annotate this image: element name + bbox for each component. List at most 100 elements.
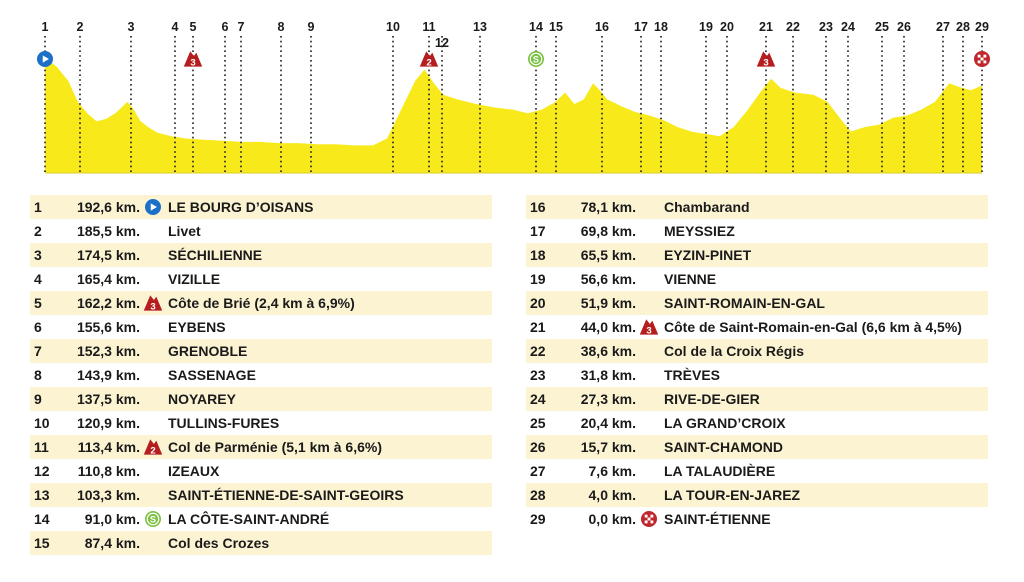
checkpoint-name: LA TOUR-EN-JAREZ <box>664 487 801 503</box>
checkpoint-name: Côte de Brié (2,4 km à 6,9%) <box>168 295 355 311</box>
checkpoint-row: 17 69,8 km. MEYSSIEZ <box>526 219 988 243</box>
checkpoint-name: GRENOBLE <box>168 343 248 359</box>
distance-remaining: 7,6 km. <box>588 463 636 479</box>
distance-remaining: 20,4 km. <box>580 415 636 431</box>
checkpoint-row: 16 78,1 km. Chambarand <box>526 195 988 219</box>
checkpoint-label-29: 29 <box>975 20 989 34</box>
checkpoint-name: SAINT-CHAMOND <box>664 439 783 455</box>
checkpoint-number: 5 <box>34 295 42 311</box>
distance-remaining: 162,2 km. <box>76 295 140 311</box>
checkpoint-number: 17 <box>530 223 546 239</box>
svg-text:3: 3 <box>646 325 651 336</box>
start-icon <box>144 198 162 216</box>
sprint-icon: S <box>528 51 544 67</box>
climb-icon: 3 <box>183 51 203 68</box>
checkpoint-number: 13 <box>34 487 50 503</box>
sprint-icon: S <box>144 510 162 528</box>
distance-remaining: 15,7 km. <box>580 439 636 455</box>
checkpoint-name: VIENNE <box>664 271 717 287</box>
distance-remaining: 192,6 km. <box>76 199 140 215</box>
checkpoint-label-10: 10 <box>386 20 400 34</box>
distance-remaining: 113,4 km. <box>77 439 140 455</box>
distance-remaining: 27,3 km. <box>580 391 636 407</box>
distance-remaining: 110,8 km. <box>77 463 140 479</box>
checkpoint-label-18: 18 <box>654 20 668 34</box>
checkpoint-label-13: 13 <box>473 20 487 34</box>
svg-text:2: 2 <box>150 445 155 456</box>
checkpoint-number: 3 <box>34 247 42 263</box>
checkpoint-label-8: 8 <box>278 20 285 34</box>
checkpoint-row: 21 44,0 km. 3 Côte de Saint-Romain-en-Gal (… <box>526 315 988 339</box>
distance-remaining: 78,1 km. <box>580 199 636 215</box>
checkpoint-row: 2 185,5 km. Livet <box>30 219 492 243</box>
checkpoint-label-21: 21 <box>759 20 773 34</box>
checkpoint-name: SASSENAGE <box>168 367 256 383</box>
checkpoint-name: IZEAUX <box>168 463 220 479</box>
checkpoint-row: 22 38,6 km. Col de la Croix Régis <box>526 339 988 363</box>
sprint-icon: S <box>145 511 161 527</box>
checkpoint-row: 6 155,6 km. EYBENS <box>30 315 492 339</box>
distance-remaining: 120,9 km. <box>76 415 140 431</box>
checkpoint-name: TRÈVES <box>664 367 721 383</box>
checkpoint-name: LA GRAND’CROIX <box>664 415 786 431</box>
checkpoint-number: 4 <box>34 271 42 287</box>
checkpoint-number: 16 <box>530 199 546 215</box>
checkpoint-row: 18 65,5 km. EYZIN-PINET <box>526 243 988 267</box>
checkpoint-row: 11 113,4 km. 2 Col de Parménie (5,1 km à 6,… <box>30 435 492 459</box>
checkpoint-name: Col de Parménie (5,1 km à 6,6%) <box>168 439 382 455</box>
checkpoint-name: MEYSSIEZ <box>664 223 735 239</box>
distance-remaining: 143,9 km. <box>76 367 140 383</box>
distance-remaining: 91,0 km. <box>84 511 140 527</box>
svg-text:3: 3 <box>150 301 155 312</box>
distance-remaining: 103,3 km. <box>76 487 140 503</box>
checkpoint-row: 15 87,4 km. Col des Crozes <box>30 531 492 555</box>
finish-icon <box>641 511 657 527</box>
checkpoint-number: 23 <box>530 367 546 383</box>
checkpoint-label-14: 14 <box>529 20 543 34</box>
checkpoint-row: 8 143,9 km. SASSENAGE <box>30 363 492 387</box>
checkpoint-label-24: 24 <box>841 20 855 34</box>
checkpoint-row: 23 31,8 km. TRÈVES <box>526 363 988 387</box>
checkpoint-label-15: 15 <box>549 20 563 34</box>
checkpoint-row: 12 110,8 km. IZEAUX <box>30 459 492 483</box>
checkpoint-number: 28 <box>530 487 546 503</box>
svg-text:3: 3 <box>190 57 195 68</box>
checkpoint-label-3: 3 <box>128 20 135 34</box>
checkpoint-row: 5 162,2 km. 3 Côte de Brié (2,4 km à 6,9%) <box>30 291 492 315</box>
checkpoint-label-23: 23 <box>819 20 833 34</box>
checkpoint-name: SAINT-ÉTIENNE <box>664 511 771 527</box>
checkpoint-label-27: 27 <box>936 20 950 34</box>
checkpoint-name: EYBENS <box>168 319 226 335</box>
checkpoint-number: 12 <box>34 463 50 479</box>
checkpoint-number: 2 <box>34 223 42 239</box>
checkpoint-label-16: 16 <box>595 20 609 34</box>
checkpoint-row: 19 56,6 km. VIENNE <box>526 267 988 291</box>
svg-text:S: S <box>150 514 156 524</box>
climb-icon: 2 <box>419 51 439 68</box>
checkpoint-name: NOYAREY <box>168 391 236 407</box>
checkpoint-number: 10 <box>34 415 50 431</box>
svg-text:2: 2 <box>426 57 431 68</box>
checkpoint-name: RIVE-DE-GIER <box>664 391 760 407</box>
distance-remaining: 87,4 km. <box>84 535 140 551</box>
climb-icon: 3 <box>144 294 162 312</box>
distance-remaining: 165,4 km. <box>76 271 140 287</box>
checkpoint-number: 7 <box>34 343 42 359</box>
checkpoint-label-26: 26 <box>897 20 911 34</box>
checkpoint-label-5: 5 <box>190 20 197 34</box>
checkpoint-number: 20 <box>530 295 546 311</box>
checkpoint-number: 9 <box>34 391 42 407</box>
checkpoint-row: 25 20,4 km. LA GRAND’CROIX <box>526 411 988 435</box>
svg-text:S: S <box>533 54 539 64</box>
checkpoint-number: 8 <box>34 367 42 383</box>
checkpoint-name: Livet <box>168 223 201 239</box>
checkpoint-label-25: 25 <box>875 20 889 34</box>
checkpoint-name: SÉCHILIENNE <box>168 247 263 263</box>
checkpoint-name: VIZILLE <box>168 271 221 287</box>
checkpoint-row: 4 165,4 km. VIZILLE <box>30 267 492 291</box>
checkpoint-label-11: 11 <box>422 20 435 34</box>
climb-icon: 3 <box>640 319 658 336</box>
distance-remaining: 0,0 km. <box>588 511 636 527</box>
checkpoint-row: 29 0,0 km. SAINT-ÉTIENNE <box>526 507 988 531</box>
